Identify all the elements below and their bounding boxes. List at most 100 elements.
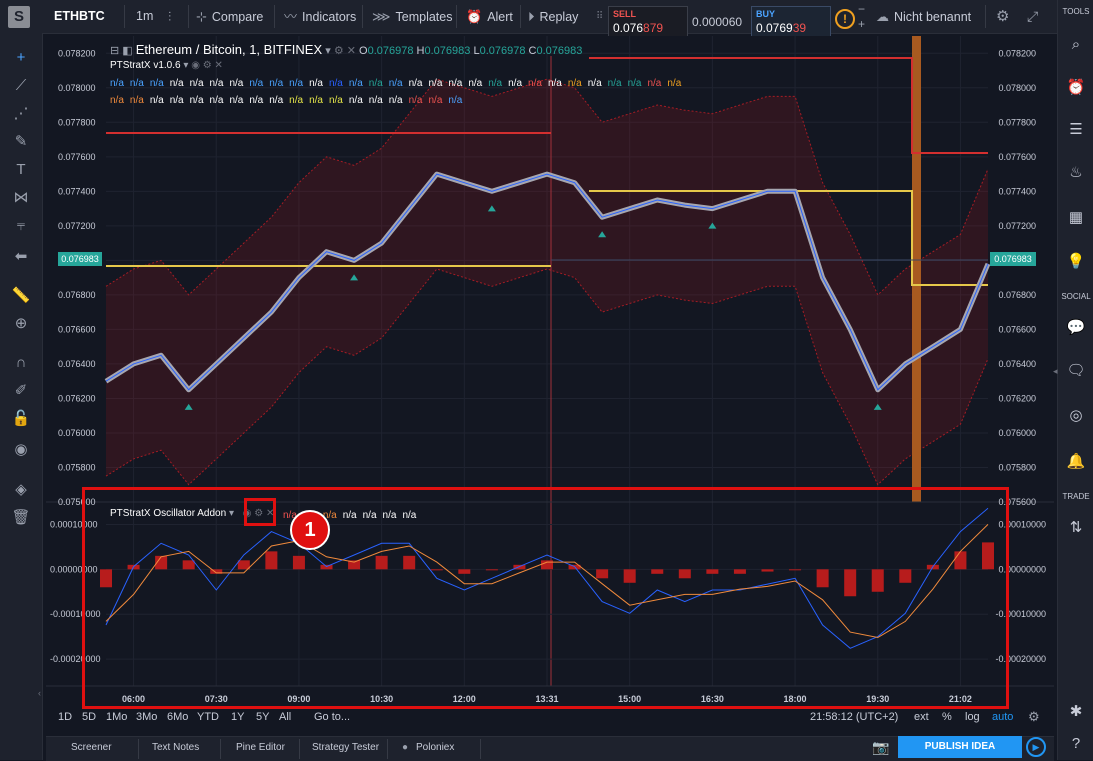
expand-toolbar-icon[interactable]: ‹ [38,688,41,698]
close-icon[interactable]: ✕ [346,45,356,57]
tab-pine-editor[interactable]: Pine Editor [236,742,285,753]
time-tick-label: 09:00 [287,694,310,704]
settings-gear-icon[interactable]: ⚙ [202,60,212,71]
extended-hours-toggle[interactable]: ext [914,711,929,723]
zoom-icon[interactable]: ⊕ [14,315,28,332]
auto-scale-toggle[interactable]: auto [992,711,1014,723]
range-6mo-button[interactable]: 6Mo [167,711,189,723]
log-scale-toggle[interactable]: log [965,711,980,723]
range-5d-button[interactable]: 5D [82,711,97,723]
info-icon[interactable]: ! [835,9,855,29]
settings-gear-icon[interactable]: ⚙ [333,45,344,57]
series-title[interactable]: Ethereum / Bitcoin, 1, BITFINEX [135,42,323,57]
notifications-bell-icon[interactable]: 🔔 [1066,453,1086,470]
help-icon[interactable]: ? [1071,735,1081,752]
layout-selector[interactable]: ☁ Nicht benannt [876,0,971,33]
divider [480,739,481,759]
replay-button[interactable]: ⏵ Replay [528,0,578,33]
lock-drawing-icon[interactable]: ✐ [14,382,28,399]
settings-gear-icon[interactable]: ⚙ [996,8,1010,25]
private-chat-icon[interactable]: 🗨 [1066,362,1086,379]
scale-settings-gear-icon[interactable]: ⚙ [1028,709,1040,724]
lock-icon[interactable]: 🔓 [11,410,31,427]
oscillator-name[interactable]: PTStratX Oscillator Addon [110,508,227,519]
range-1d-button[interactable]: 1D [58,711,73,723]
settings-gear-icon[interactable]: ⚙ [254,508,264,519]
trash-icon[interactable]: 🗑 [11,509,31,526]
range-ytd-button[interactable]: YTD [197,711,219,723]
ruler-icon[interactable]: 📏 [11,287,31,304]
indicator-value: n/a [229,78,244,89]
eye-icon[interactable]: ◉ [242,508,252,519]
magnet-icon[interactable]: ∩ [15,354,27,371]
tab-poloniex[interactable]: Poloniex [416,742,455,753]
collapse-icon[interactable]: ⊟ [110,45,120,57]
templates-button[interactable]: ⋙ Templates [372,0,452,33]
range-5y-button[interactable]: 5Y [256,711,270,723]
indicator-name[interactable]: PTStratX v1.0.6 [110,60,181,71]
price-axis[interactable]: 0.078200 0.078000 0.077800 0.077600 0.077400… [998,48,1036,507]
dropdown-icon[interactable]: ▾ [325,45,331,57]
time-axis[interactable]: 06:00 07:30 09:00 10:30 12:00 13:31 15:00 16:30… [122,694,972,704]
fib-tool-icon[interactable]: ⋰ [13,105,29,122]
prediction-icon[interactable]: ⫧ [16,217,26,234]
dropdown-icon[interactable]: ▾ [228,508,234,519]
trend-line-icon[interactable]: ⟋ [15,77,27,94]
chat-icon[interactable]: 💬 [1066,319,1086,336]
eye-icon[interactable]: ◉ [14,441,28,458]
play-icon[interactable]: ▶ [1026,737,1046,757]
publish-idea-button[interactable]: PUBLISH IDEA [898,736,1022,758]
eye-icon[interactable]: ◉ [191,60,200,71]
range-1y-button[interactable]: 1Y [231,711,245,723]
compare-button[interactable]: ⊹ Compare [196,0,263,33]
close-icon[interactable]: ✕ [266,508,275,519]
indicators-button[interactable]: 〰 Indicators [284,0,356,33]
tab-text-notes[interactable]: Text Notes [152,742,200,753]
bug-report-icon[interactable]: ✱ [1069,703,1083,720]
streams-icon[interactable]: ◎ [1069,407,1083,424]
brush-icon[interactable]: ✎ [14,133,28,150]
symbol-search[interactable]: ETHBTC [54,9,105,23]
chart-area[interactable]: 0.078200 0.078000 0.077800 0.077600 0.077400… [46,36,1054,706]
app-logo[interactable]: S [8,6,30,28]
watchlist-icon[interactable]: ⌕ [1071,36,1081,53]
text-tool-icon[interactable]: T [16,161,26,178]
range-3mo-button[interactable]: 3Mo [136,711,158,723]
layers-icon[interactable]: ◈ [15,481,27,498]
close-icon[interactable]: ✕ [214,60,223,71]
alerts-clock-icon[interactable]: ⏰ [1066,79,1086,96]
hotlist-flame-icon[interactable]: ♨ [1069,164,1083,181]
ideas-bulb-icon[interactable]: 💡 [1066,253,1086,270]
calendar-icon[interactable]: ▦ [1068,209,1084,226]
sell-button[interactable]: SELL 0.076879 [608,6,688,38]
alert-button[interactable]: ⏰ Alert [466,0,513,33]
quantity-increase-button[interactable]: + [858,17,866,31]
interval-selector[interactable]: 1m [136,9,154,23]
flag-icon[interactable]: ◧ [122,45,133,57]
range-1mo-button[interactable]: 1Mo [106,711,128,723]
histogram-bar [733,569,746,574]
back-arrow-icon[interactable]: ⬅ [14,248,28,265]
camera-icon[interactable]: 📷 [872,739,890,755]
goto-date-button[interactable]: Go to... [314,711,351,723]
clock-display[interactable]: 21:58:12 (UTC+2) [810,711,899,723]
dropdown-icon[interactable]: ▾ [183,60,189,71]
data-window-icon[interactable]: ☰ [1069,121,1083,138]
buy-button[interactable]: BUY 0.076939 [751,6,831,38]
quantity-decrease-button[interactable]: − [858,2,866,16]
tab-screener[interactable]: Screener [71,742,112,753]
trading-panel-icon[interactable]: ⇅ [1069,519,1083,536]
collapse-sidebar-icon[interactable]: ◂ [1053,366,1058,376]
chart-style-button[interactable]: ⫶ [168,0,176,33]
percent-scale-toggle[interactable]: % [942,711,952,723]
crosshair-icon[interactable]: + [16,49,26,66]
oscillator-axis-left[interactable]: 0.00010000 0.00000000 -0.00010000 -0.000200… [50,519,101,664]
pattern-icon[interactable]: ⋈ [13,189,29,206]
drag-handle-icon[interactable]: ⠿ [596,11,604,22]
oscillator-axis[interactable]: 0.00010000 0.00000000 -0.00010000 -0.000200… [995,519,1046,664]
histogram-bar [651,569,664,574]
range-all-button[interactable]: All [279,711,292,723]
tools-section-label: TOOLS [1062,7,1090,16]
fullscreen-icon[interactable]: ⤢ [1027,8,1039,24]
tab-strategy-tester[interactable]: Strategy Tester [312,742,380,753]
